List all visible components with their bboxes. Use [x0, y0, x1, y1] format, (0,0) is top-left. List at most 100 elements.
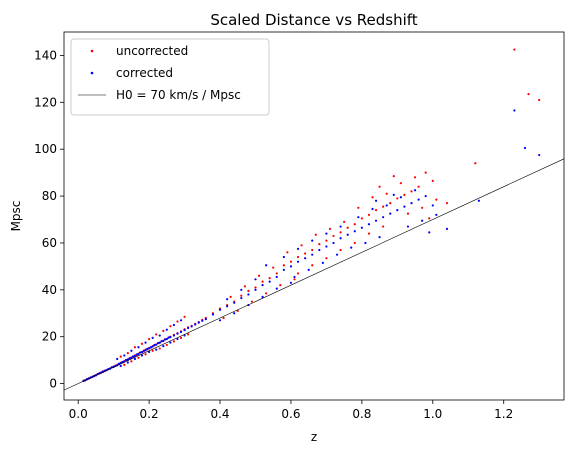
- corrected-point-42: [156, 341, 160, 345]
- corrected-point-55: [190, 325, 193, 328]
- corrected-point-145: [392, 193, 395, 196]
- x-tick-label: 0.6: [281, 407, 300, 421]
- corrected-point-140: [421, 219, 424, 222]
- uncorrected-point-62: [133, 346, 137, 349]
- corrected-point-138: [378, 236, 381, 239]
- uncorrected-point-89: [275, 272, 278, 275]
- corrected-point-144: [374, 199, 378, 202]
- legend-label-corrected: corrected: [116, 66, 173, 80]
- uncorrected-point-75: [158, 347, 161, 350]
- uncorrected-point-136: [431, 179, 434, 182]
- corrected-point-112: [311, 239, 314, 242]
- uncorrected-point-131: [371, 196, 374, 199]
- y-tick-label: 40: [42, 283, 57, 297]
- corrected-point-147: [513, 109, 516, 112]
- uncorrected-point-99: [272, 266, 275, 269]
- uncorrected-point-122: [367, 213, 371, 216]
- corrected-point-66: [158, 334, 161, 337]
- uncorrected-point-133: [399, 182, 402, 185]
- uncorrected-point-141: [435, 198, 438, 201]
- corrected-point-82: [226, 305, 229, 308]
- uncorrected-point-145: [392, 175, 395, 178]
- y-tick-label: 0: [49, 377, 57, 391]
- uncorrected-point-108: [339, 231, 342, 234]
- corrected-point-125: [389, 212, 392, 215]
- corrected-point-91: [233, 312, 236, 315]
- corrected-point-32: [139, 351, 142, 354]
- corrected-point-49: [169, 336, 172, 339]
- uncorrected-point-149: [538, 98, 541, 102]
- corrected-point-106: [325, 245, 328, 248]
- corrected-point-143: [428, 231, 431, 234]
- corrected-point-94: [275, 287, 278, 290]
- corrected-point-47: [165, 337, 168, 341]
- corrected-point-41: [155, 343, 158, 346]
- uncorrected-point-112: [314, 233, 317, 236]
- uncorrected-point-103: [304, 252, 307, 255]
- x-axis-label: z: [311, 430, 317, 444]
- uncorrected-point-102: [296, 255, 300, 259]
- series-corrected: [82, 109, 541, 383]
- uncorrected-point-72: [137, 356, 140, 359]
- uncorrected-point-84: [240, 294, 243, 297]
- corrected-point-107: [332, 241, 335, 245]
- uncorrected-point-127: [403, 193, 406, 196]
- corrected-point-119: [350, 246, 353, 249]
- corrected-point-103: [304, 257, 307, 260]
- x-tick-label: 1.0: [423, 407, 442, 421]
- corrected-point-149: [538, 153, 541, 157]
- corrected-point-77: [169, 341, 172, 344]
- uncorrected-point-97: [243, 285, 246, 288]
- corrected-point-76: [162, 344, 165, 348]
- uncorrected-point-78: [179, 336, 183, 339]
- uncorrected-point-119: [353, 241, 356, 245]
- uncorrected-point-90: [222, 316, 225, 320]
- corrected-point-131: [371, 207, 374, 211]
- uncorrected-point-118: [339, 248, 342, 252]
- corrected-point-135: [424, 194, 427, 198]
- uncorrected-point-132: [385, 192, 388, 195]
- corrected-point-72: [133, 357, 137, 361]
- corrected-point-85: [247, 293, 250, 296]
- uncorrected-point-109: [346, 226, 349, 229]
- uncorrected-point-94: [279, 284, 282, 287]
- corrected-point-63: [137, 346, 140, 349]
- corrected-point-28: [132, 355, 135, 358]
- corrected-point-52: [179, 330, 183, 334]
- uncorrected-point-67: [169, 325, 172, 328]
- uncorrected-point-129: [417, 185, 420, 188]
- uncorrected-point-73: [144, 353, 147, 356]
- uncorrected-point-130: [357, 206, 360, 209]
- uncorrected-point-117: [325, 257, 328, 260]
- corrected-point-142: [445, 227, 449, 230]
- uncorrected-point-61: [126, 352, 129, 355]
- uncorrected-point-114: [343, 220, 346, 223]
- corrected-point-24: [124, 358, 128, 362]
- uncorrected-point-124: [382, 205, 385, 208]
- corrected-point-58: [201, 319, 204, 322]
- corrected-point-83: [233, 301, 236, 304]
- corrected-point-133: [399, 196, 402, 199]
- corrected-point-56: [194, 323, 197, 326]
- corrected-point-130: [357, 216, 360, 219]
- corrected-point-102: [296, 260, 300, 263]
- legend-label-uncorrected: uncorrected: [116, 44, 188, 58]
- corrected-point-109: [346, 233, 349, 236]
- uncorrected-point-71: [130, 360, 133, 363]
- corrected-point-84: [240, 296, 243, 300]
- corrected-point-88: [268, 280, 271, 283]
- x-tick-label: 0.0: [69, 407, 88, 421]
- uncorrected-point-79: [187, 333, 190, 336]
- uncorrected-point-144: [378, 185, 381, 188]
- uncorrected-point-147: [513, 48, 516, 51]
- corrected-point-117: [321, 261, 324, 264]
- corrected-point-123: [374, 219, 378, 222]
- legend-label-h0: H0 = 70 km/s / Mpsc: [116, 88, 241, 102]
- corrected-point-100: [282, 268, 285, 272]
- corrected-point-108: [339, 237, 342, 240]
- h0-fit-line: [63, 158, 565, 391]
- corrected-point-27: [130, 356, 133, 359]
- legend-marker-corrected: [90, 71, 94, 75]
- corrected-point-60: [116, 357, 119, 361]
- corrected-point-129: [417, 198, 420, 201]
